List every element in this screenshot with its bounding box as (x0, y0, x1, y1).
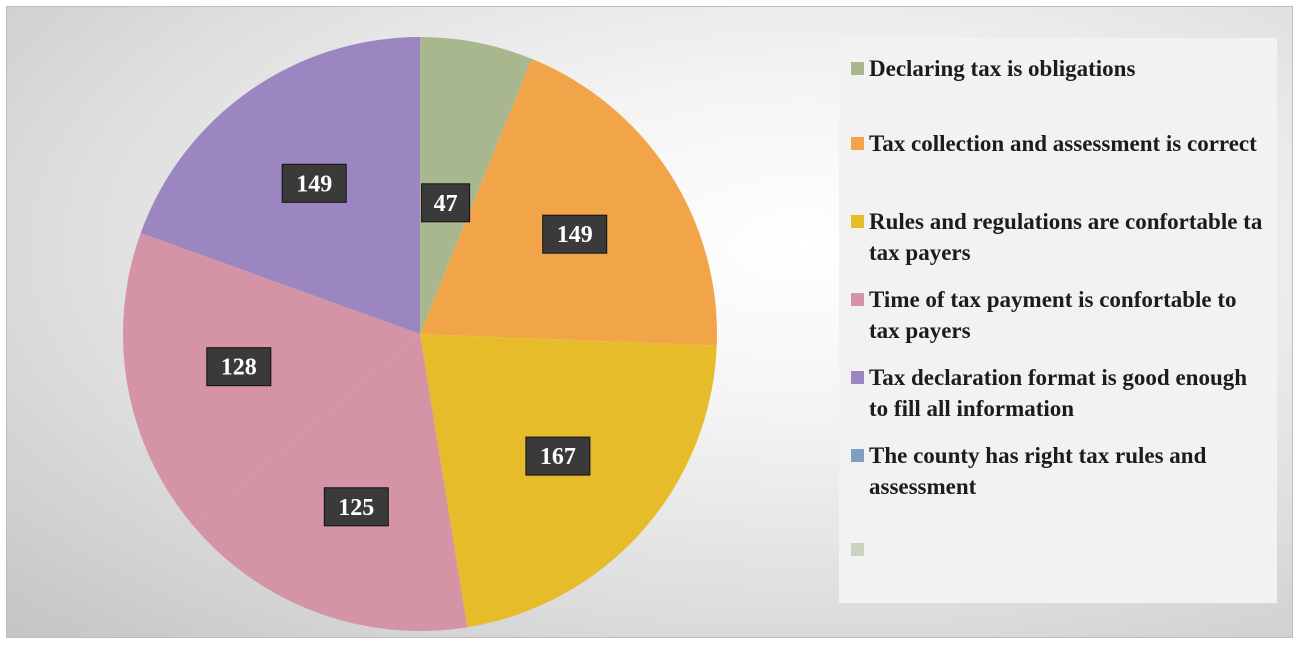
legend-item: Time of tax payment is confortable to ta… (851, 284, 1271, 346)
data-label-text: 125 (338, 495, 374, 521)
data-label-box (542, 214, 608, 254)
legend: Declaring tax is obligations Tax collect… (839, 38, 1277, 603)
legend-item: The county has right tax rules and asses… (851, 440, 1271, 502)
legend-label: Tax declaration format is good enough to… (869, 365, 1248, 421)
data-label: 128 (206, 347, 272, 387)
pie-slice (420, 334, 717, 628)
legend-label: Declaring tax is obligations (869, 56, 1136, 81)
data-label-text: 149 (557, 222, 593, 248)
legend-item: Tax collection and assessment is correct (851, 128, 1271, 159)
legend-swatch (851, 543, 864, 556)
data-label: 167 (525, 436, 591, 476)
legend-swatch (851, 137, 864, 150)
legend-label: The county has right tax rules and asses… (869, 443, 1207, 499)
legend-item: Tax declaration format is good enough to… (851, 362, 1271, 424)
legend-swatch (851, 62, 864, 75)
legend-label: Time of tax payment is confortable to ta… (869, 287, 1237, 343)
data-label: 125 (323, 487, 389, 527)
legend-item (851, 534, 1271, 556)
legend-item: Declaring tax is obligations (851, 53, 1271, 84)
pie-slice (193, 334, 468, 632)
legend-swatch (851, 215, 864, 228)
legend-label: Tax collection and assessment is correct (869, 131, 1257, 156)
legend-label: Rules and regulations are confortable ta… (869, 209, 1263, 265)
data-label-box (525, 436, 591, 476)
legend-swatch (851, 293, 864, 306)
legend-swatch (851, 449, 864, 462)
data-label-box (323, 487, 389, 527)
pie-slice (420, 37, 532, 334)
data-label-text: 47 (434, 191, 458, 217)
data-label-text: 149 (296, 171, 332, 197)
data-label: 47 (421, 183, 471, 223)
pie-data-labels: 47 149 167 125 128 149 (206, 163, 608, 527)
pie-slice (420, 58, 717, 346)
data-label: 149 (281, 163, 347, 203)
data-label-text: 128 (221, 355, 257, 381)
data-label-text: 167 (540, 444, 576, 470)
data-label-box (206, 347, 272, 387)
data-label: 149 (542, 214, 608, 254)
pie-slice (122, 232, 420, 527)
chart-area: 47 149 167 125 128 149 Declaring tax is oblig… (6, 6, 1293, 638)
data-label-box (281, 163, 347, 203)
pie-chart: 47 149 167 125 128 149 (122, 37, 717, 632)
data-label-box (421, 183, 471, 223)
pie-slice (140, 37, 420, 334)
legend-item: Rules and regulations are confortable ta… (851, 206, 1271, 268)
legend-swatch (851, 371, 864, 384)
pie-slices (122, 37, 717, 632)
